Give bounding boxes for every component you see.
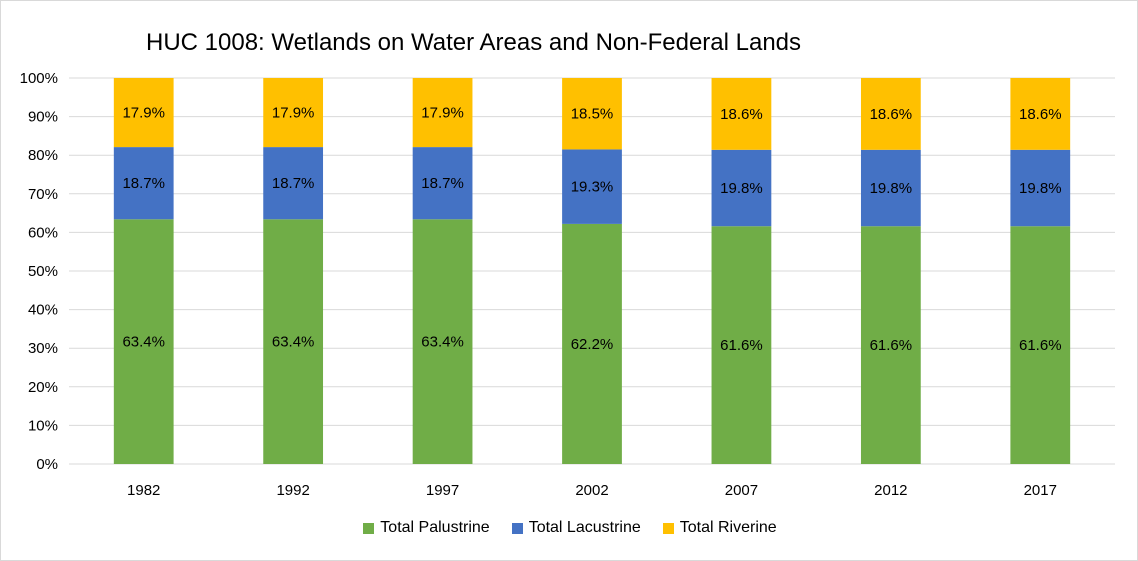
legend-swatch [511, 522, 523, 534]
data-label: 61.6% [720, 337, 763, 354]
x-tick-label: 2012 [874, 482, 907, 499]
data-label: 17.9% [122, 105, 165, 122]
bar-total-lacustrine [263, 147, 324, 220]
y-tick-label: 0% [36, 456, 58, 473]
x-tick-label: 2017 [1024, 482, 1057, 499]
x-tick-label: 1992 [276, 482, 309, 499]
bar-total-lacustrine [412, 147, 473, 220]
data-label: 19.8% [720, 180, 763, 197]
data-label: 18.6% [870, 106, 913, 123]
data-label: 62.2% [571, 336, 614, 353]
data-label: 61.6% [870, 337, 913, 354]
bar-total-palustrine [562, 223, 622, 464]
bar-total-riverine [860, 78, 921, 150]
y-tick-label: 40% [28, 302, 58, 319]
y-tick-label: 30% [28, 340, 58, 357]
bar-total-palustrine [860, 226, 921, 464]
chart-title: HUC 1008: Wetlands on Water Areas and No… [146, 29, 802, 56]
bar-total-lacustrine [711, 149, 772, 227]
y-tick-label: 60% [28, 224, 58, 241]
data-label: 18.7% [272, 175, 315, 192]
bar-total-lacustrine [860, 149, 921, 227]
data-label: 63.4% [421, 334, 464, 351]
data-label: 18.6% [1019, 106, 1062, 123]
data-label: 63.4% [272, 334, 315, 351]
y-tick-label: 10% [28, 417, 58, 434]
legend: Total Palustrine Total Lacustrine Total Ri… [1, 519, 1138, 537]
data-label: 18.7% [421, 175, 464, 192]
data-label: 19.8% [870, 180, 913, 197]
data-label: 19.3% [571, 179, 614, 196]
bar-total-riverine [263, 78, 324, 148]
data-label: 18.7% [122, 175, 165, 192]
bar-total-riverine [562, 78, 622, 150]
y-tick-label: 90% [28, 109, 58, 126]
bar-total-palustrine [263, 219, 324, 464]
data-label: 18.5% [571, 106, 614, 123]
bar-total-riverine [412, 78, 473, 148]
legend-swatch [363, 522, 375, 534]
x-tick-label: 2002 [575, 482, 608, 499]
data-label: 19.8% [1019, 180, 1062, 197]
bar-total-lacustrine [113, 147, 174, 220]
x-tick-label: 1982 [127, 482, 160, 499]
bar-total-lacustrine [562, 149, 622, 224]
bar-total-palustrine [412, 219, 473, 464]
legend-item: Total Palustrine [363, 519, 490, 537]
data-label: 17.9% [272, 105, 315, 122]
bar-total-palustrine [711, 226, 772, 464]
x-tick-label: 1997 [426, 482, 459, 499]
y-tick-label: 20% [28, 379, 58, 396]
data-label: 63.4% [122, 334, 165, 351]
legend-label: Total Lacustrine [528, 519, 641, 536]
bar-total-riverine [711, 78, 772, 150]
legend-swatch [662, 522, 674, 534]
legend-label: Total Riverine [679, 519, 777, 536]
bar-total-palustrine [1010, 226, 1071, 464]
data-label: 61.6% [1019, 337, 1062, 354]
data-label: 18.6% [720, 106, 763, 123]
legend-item: Total Riverine [662, 519, 777, 537]
x-tick-label: 2007 [725, 482, 758, 499]
y-tick-label: 100% [20, 70, 58, 87]
legend-label: Total Palustrine [380, 519, 490, 536]
legend-item: Total Lacustrine [511, 519, 641, 537]
y-tick-label: 70% [28, 186, 58, 203]
bar-total-lacustrine [1010, 149, 1071, 227]
bar-total-riverine [1010, 78, 1071, 150]
y-tick-label: 50% [28, 263, 58, 280]
y-tick-label: 80% [28, 147, 58, 164]
bar-total-palustrine [113, 219, 174, 464]
bar-total-riverine [113, 78, 174, 148]
data-label: 17.9% [421, 105, 464, 122]
